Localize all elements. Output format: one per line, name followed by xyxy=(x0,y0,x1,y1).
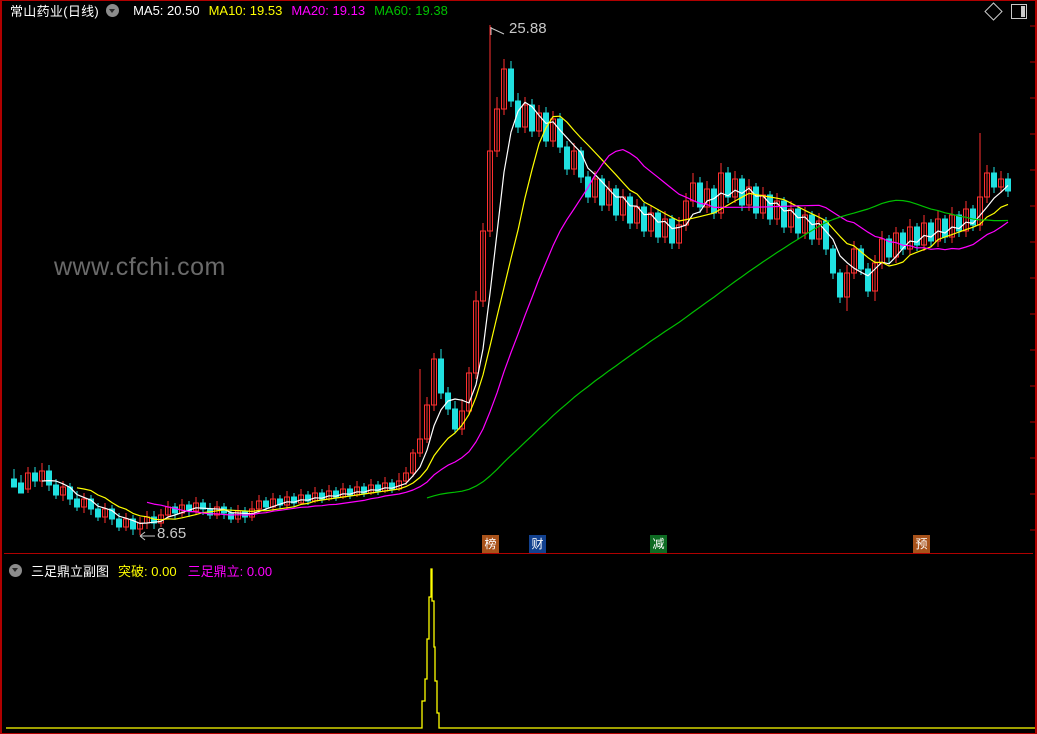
watermark: www.cfchi.com xyxy=(54,253,226,281)
event-marker[interactable]: 榜 xyxy=(482,535,499,553)
ma10-value: 19.53 xyxy=(249,3,283,18)
chevron-down-icon[interactable] xyxy=(106,4,120,17)
low-price-label: 8.65 xyxy=(139,525,186,542)
breakout-value: 0.00 xyxy=(151,563,177,579)
ma60-value: 19.38 xyxy=(415,3,448,18)
sub-chart-header: 三足鼎立副图 突破: 0.00 三足鼎立: 0.00 xyxy=(2,561,272,579)
sub-chart-title: 三足鼎立副图 xyxy=(31,563,110,579)
sanzuding-readout: 三足鼎立: 0.00 xyxy=(188,561,273,580)
ma60-readout: MA60: 19.38 xyxy=(374,3,448,18)
chevron-down-icon[interactable] xyxy=(9,563,22,577)
ma60-label: MA60: xyxy=(374,3,412,18)
ma5-label: MA5: xyxy=(133,3,164,18)
price-chart-pane[interactable] xyxy=(4,20,1035,553)
ma10-readout: MA10: 19.53 xyxy=(209,3,283,18)
pane-divider xyxy=(4,553,1033,554)
ma10-label: MA10: xyxy=(208,3,247,18)
sanzuding-value: 0.00 xyxy=(246,563,273,579)
ma20-readout: MA20: 19.13 xyxy=(291,3,365,18)
ma20-label: MA20: xyxy=(291,3,329,18)
panel-toggle-icon[interactable] xyxy=(1011,4,1027,19)
event-marker[interactable]: 减 xyxy=(650,535,667,553)
symbol-title: 常山药业(日线) xyxy=(10,4,100,19)
event-marker[interactable]: 财 xyxy=(529,535,546,553)
window-controls xyxy=(984,2,1027,21)
indicator-canvas xyxy=(6,568,1035,729)
sanzuding-label: 三足鼎立: xyxy=(187,563,244,579)
low-arrow-icon xyxy=(139,531,155,541)
candlestick-canvas xyxy=(11,25,1035,535)
ma20-value: 19.13 xyxy=(332,3,366,18)
breakout-label: 突破: xyxy=(118,563,148,579)
indicator-chart-pane[interactable] xyxy=(4,561,1035,733)
diamond-icon[interactable] xyxy=(984,2,1003,21)
high-price-label: 25.88 xyxy=(490,20,547,37)
ma5-readout: MA5: 20.50 xyxy=(133,3,200,18)
event-marker[interactable]: 预 xyxy=(913,535,930,553)
breakout-readout: 突破: 0.00 xyxy=(118,561,177,580)
ma5-value: 20.50 xyxy=(167,3,200,18)
high-arrow-icon xyxy=(490,27,505,35)
main-chart-header: 常山药业(日线) MA5: 20.50 MA10: 19.53 MA20: 19… xyxy=(2,1,1035,20)
